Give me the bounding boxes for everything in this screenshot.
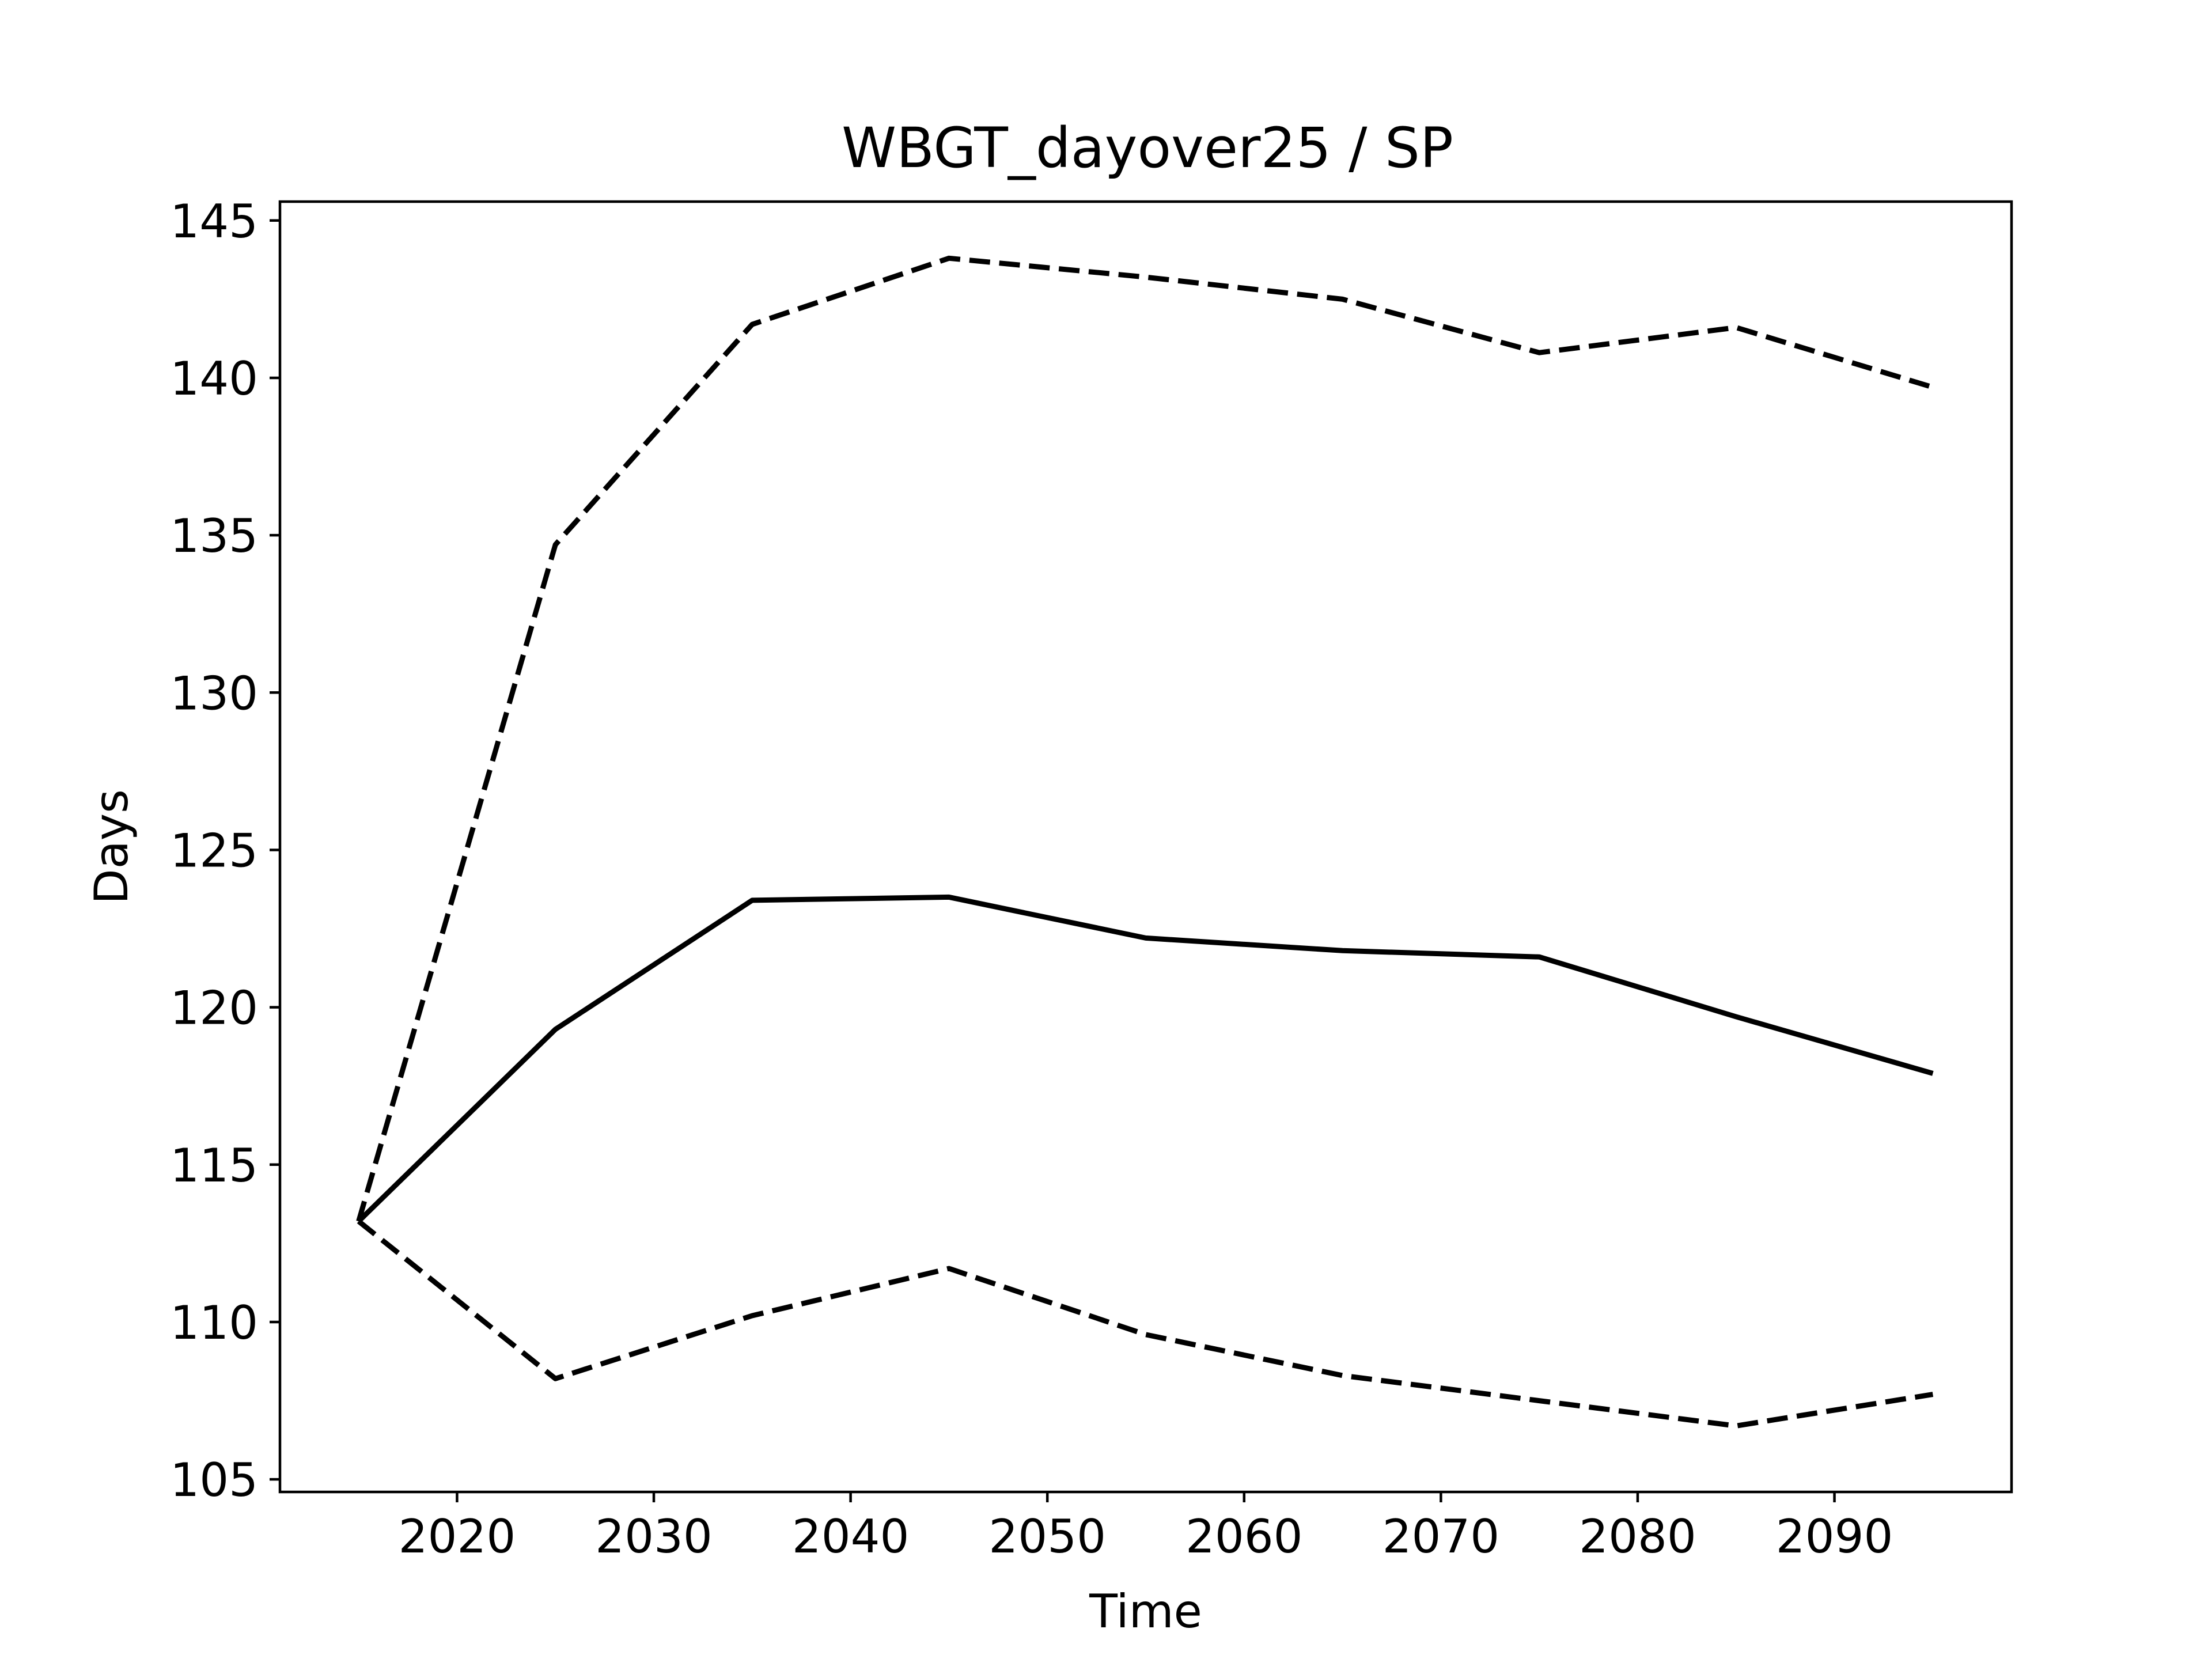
x-tick-label: 2030 [595,1510,713,1563]
chart-title: WBGT_dayover25 / SP [842,116,1453,180]
y-tick-label: 145 [170,195,258,248]
x-axis-ticks: 2020 2030 2040 2050 2060 2070 2080 2090 [399,1492,1893,1563]
y-tick-label: 110 [170,1296,258,1350]
x-axis-label: Time [1089,1585,1202,1638]
x-tick-label: 2020 [399,1510,516,1563]
y-tick-label: 120 [170,982,258,1035]
y-tick-label: 135 [170,509,258,563]
y-tick-label: 105 [170,1453,258,1507]
x-tick-label: 2060 [1185,1510,1303,1563]
y-tick-label: 125 [170,824,258,877]
y-axis-ticks: 105 110 115 120 125 130 135 140 145 [170,195,280,1507]
x-tick-label: 2090 [1776,1510,1893,1563]
y-tick-label: 130 [170,666,258,720]
series-layer [356,255,1934,1429]
x-tick-label: 2040 [792,1510,910,1563]
x-tick-label: 2080 [1579,1510,1696,1563]
x-tick-label: 2070 [1382,1510,1500,1563]
series-line-2 [357,894,1934,1224]
y-tick-label: 115 [170,1139,258,1192]
plot-area-frame [278,200,2013,1494]
y-axis-label: Days [85,789,138,904]
y-tick-label: 140 [170,352,258,406]
x-tick-label: 2050 [988,1510,1106,1563]
